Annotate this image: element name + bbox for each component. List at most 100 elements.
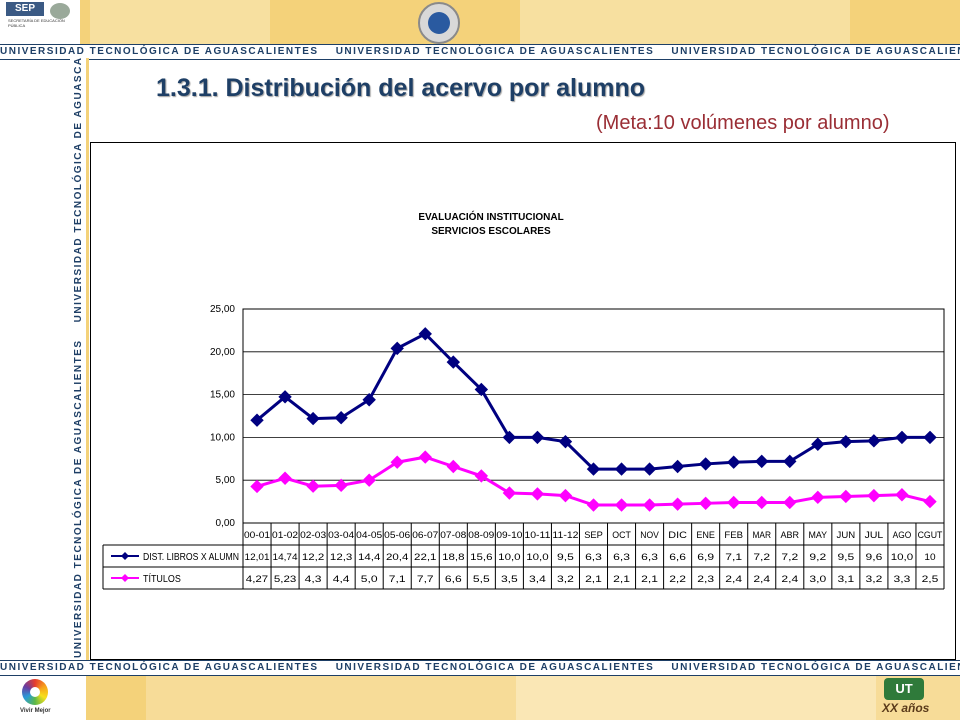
data-point [334,478,348,493]
data-point [278,390,292,404]
data-point [446,355,461,369]
data-table-value: 9,2 [809,552,826,563]
x-tick-label: 02-03 [300,530,326,541]
slide-subtitle: (Meta:10 volúmenes por alumno) [596,112,890,134]
data-table-value: 2,4 [781,574,798,585]
chart-title-line: SERVICIOS ESCOLARES [431,226,551,237]
x-tick-label: CGUT [918,530,943,541]
data-point [895,430,909,445]
data-table-value: 3,4 [529,574,546,585]
y-tick-label: 25,00 [210,304,235,315]
x-tick-label: DIC [668,530,687,541]
data-table-value: 9,5 [837,552,854,563]
stripe-text: UNIVERSIDAD TECNOLÓGICA DE AGUASCALIENTE… [73,339,84,658]
data-table-value: 2,1 [641,574,658,585]
data-table-value: 10,0 [498,552,520,563]
data-table-value: 10,0 [526,552,548,563]
data-point [811,437,825,451]
data-point [446,459,461,474]
data-point [895,488,909,502]
mexico-seal-icon [50,3,70,19]
data-table-value: 7,1 [725,552,742,563]
data-point [783,495,797,510]
data-point [867,488,881,503]
y-tick-label: 5,00 [216,475,236,486]
data-table-value: 14,4 [358,552,380,563]
chart-title-line: EVALUACIÓN INSTITUCIONAL [418,210,563,223]
data-table-value: 2,1 [585,574,602,585]
data-table-value: 3,0 [809,574,826,585]
stripe-text: UNIVERSIDAD TECNOLÓGICA DE AGUASCALIENTE… [335,46,655,57]
data-point [839,489,853,504]
x-tick-label: MAR [752,530,771,541]
data-table-value: 2,1 [613,574,630,585]
data-table-value: 4,4 [333,574,350,585]
header-gradient-left [90,0,270,44]
data-table-value: 6,3 [613,552,630,563]
data-point [586,462,601,476]
data-point [418,327,432,341]
data-point [390,341,404,356]
data-table-value: 5,5 [473,574,490,585]
left-accent-strip [86,58,89,660]
y-tick-label: 0,00 [216,518,236,529]
data-table-value: 22,1 [414,552,436,563]
data-table-value: 6,3 [585,552,602,563]
slide-title: 1.3.1. Distribución del acervo por alumn… [156,74,646,102]
data-table-value: 3,5 [501,574,518,585]
data-point [278,471,292,485]
data-point [811,490,825,505]
data-table-value: 10 [924,552,935,563]
x-tick-label: AGO [893,530,912,541]
data-table-value: 2,3 [697,574,714,585]
data-table-value: 3,2 [866,574,883,585]
data-table-value: 18,8 [442,552,464,563]
data-table-value: 14,74 [273,552,298,563]
data-table-value: 15,6 [470,552,492,563]
data-table-value: 5,23 [274,574,296,585]
data-table-value: 2,4 [753,574,770,585]
x-tick-label: 06-07 [412,530,438,541]
x-tick-label: 00-01 [244,530,270,541]
data-point [250,413,264,427]
stripe-text: UNIVERSIDAD TECNOLÓGICA DE AGUASCALIENTE… [671,46,960,57]
data-table-value: 5,0 [361,574,378,585]
data-point [867,434,881,448]
header-band [0,0,960,44]
flower-icon [22,679,48,705]
sep-logo-subtitle: SECRETARÍA DE EDUCACIÓN PÚBLICA [8,18,65,28]
data-table-value: 7,1 [389,574,406,585]
data-table-value: 12,01 [245,552,270,563]
data-table-value: 6,9 [697,552,714,563]
x-tick-label: SEP [584,530,603,541]
x-tick-label: 03-04 [328,530,354,541]
data-point [726,495,741,510]
legend-label: DIST. LIBROS X ALUMN [143,552,239,563]
y-tick-label: 15,00 [210,390,235,401]
x-tick-label: 11-12 [552,530,578,541]
data-point [614,498,629,512]
x-tick-label: 09-10 [496,530,522,541]
x-tick-label: ABR [780,530,799,541]
data-point [698,457,713,471]
data-table-value: 4,3 [305,574,322,585]
stripe-text: UNIVERSIDAD TECNOLÓGICA DE AGUASCALIENTE… [0,662,319,673]
university-stripe-bottom: UNIVERSIDAD TECNOLÓGICA DE AGUASCALIENTE… [0,660,960,676]
y-tick-label: 10,00 [210,432,235,443]
data-point [418,450,432,464]
data-point [670,459,685,474]
ut-logo-text: UT [884,678,924,700]
legend-marker [121,574,129,582]
chart-container: EVALUACIÓN INSTITUCIONAL SERVICIOS ESCOLA… [90,142,956,660]
x-tick-label: 10-11 [524,530,550,541]
data-point [502,430,517,445]
data-table-value: 3,3 [894,574,911,585]
data-table-value: 3,1 [837,574,854,585]
data-point [306,479,320,493]
data-point [558,434,573,449]
data-table-value: 2,5 [922,574,939,585]
data-table-value: 12,3 [330,552,352,563]
university-stripe-top: UNIVERSIDAD TECNOLÓGICA DE AGUASCALIENTE… [0,44,960,60]
data-table-value: 20,4 [386,552,408,563]
data-table-value: 7,2 [781,552,798,563]
